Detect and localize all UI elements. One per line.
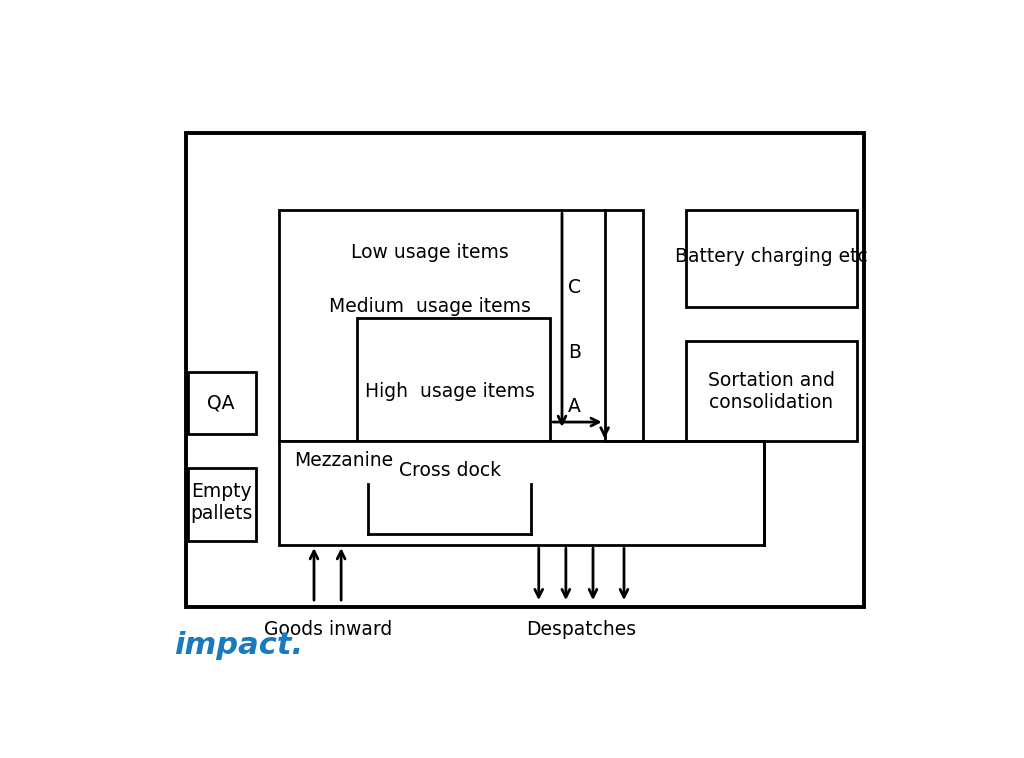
Text: Goods inward: Goods inward xyxy=(264,621,392,640)
Bar xyxy=(686,341,856,441)
Bar xyxy=(280,441,764,545)
Bar xyxy=(188,372,256,434)
Bar xyxy=(686,210,856,306)
Text: High  usage items: High usage items xyxy=(365,382,535,401)
Text: Sortation and
consolidation: Sortation and consolidation xyxy=(708,371,835,412)
Text: B: B xyxy=(568,343,582,362)
Text: Mezzanine: Mezzanine xyxy=(295,451,394,470)
Text: Medium  usage items: Medium usage items xyxy=(330,297,531,316)
Bar xyxy=(188,468,256,541)
Text: C: C xyxy=(568,278,582,297)
Text: Battery charging etc: Battery charging etc xyxy=(675,247,867,266)
Text: QA: QA xyxy=(207,393,234,412)
Text: impact.: impact. xyxy=(174,631,304,660)
Text: Cross dock: Cross dock xyxy=(398,461,501,480)
Text: A: A xyxy=(568,397,581,416)
Bar xyxy=(186,133,864,607)
Text: Low usage items: Low usage items xyxy=(351,243,509,262)
Bar xyxy=(356,318,550,441)
Text: Empty
pallets: Empty pallets xyxy=(189,482,252,524)
Bar xyxy=(280,210,643,441)
Text: Despatches: Despatches xyxy=(526,621,637,640)
